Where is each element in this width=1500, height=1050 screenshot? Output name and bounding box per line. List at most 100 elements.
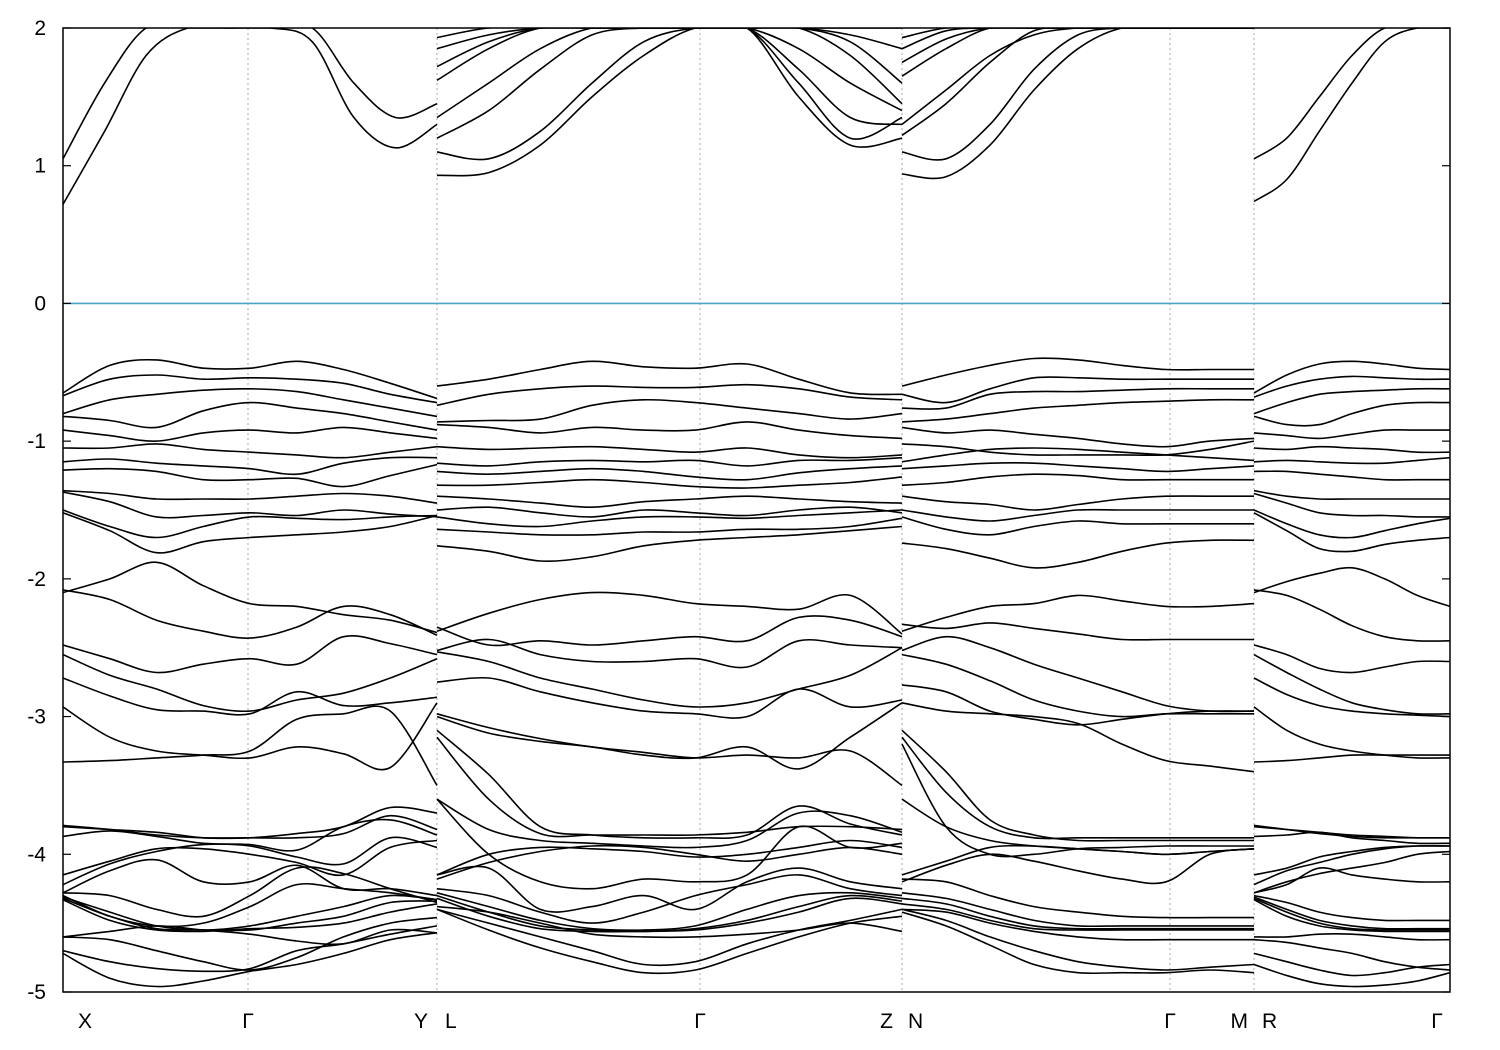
- band-line-valence-1-18: [63, 702, 438, 771]
- band-line-conduction-2-5: [436, 28, 903, 119]
- band-line-valence-3-13: [901, 539, 1255, 569]
- band-line-valence-3-9: [901, 473, 1254, 486]
- band-line-conduction-2-8: [436, 28, 903, 177]
- band-line-valence-4-31: [1253, 933, 1450, 941]
- band-line-valence-3-18: [901, 684, 1255, 726]
- band-line-valence-3-6: [901, 440, 1255, 457]
- band-line-valence-3-30: [901, 908, 1254, 941]
- band-line-valence-4-16: [1253, 653, 1450, 715]
- band-line-valence-2-8: [436, 476, 903, 489]
- band-line-valence-4-7: [1253, 456, 1450, 465]
- band-line-valence-3-4: [901, 398, 1255, 423]
- band-line-conduction-3-4: [901, 28, 1254, 77]
- band-line-valence-2-24: [436, 798, 903, 890]
- band-line-valence-2-10: [436, 506, 903, 518]
- band-line-conduction-3-3: [901, 28, 1254, 64]
- band-line-valence-4-1: [1253, 360, 1450, 394]
- band-line-conduction-1-1: [63, 28, 438, 160]
- band-line-valence-1-31: [63, 925, 438, 946]
- band-line-valence-3-5: [901, 426, 1255, 448]
- band-line-valence-4-18: [1253, 706, 1450, 759]
- band-line-valence-1-4: [63, 401, 438, 431]
- band-line-valence-1-9: [63, 489, 438, 504]
- band-line-valence-1-2: [63, 374, 438, 404]
- band-line-conduction-3-8: [901, 28, 1254, 180]
- band-line-valence-2-26: [436, 844, 903, 880]
- band-line-valence-3-1: [901, 357, 1254, 387]
- band-line-valence-4-29: [1253, 897, 1450, 931]
- band-line-valence-2-34: [436, 908, 903, 975]
- band-line-valence-4-22: [1253, 831, 1450, 845]
- band-line-valence-4-4: [1253, 401, 1450, 427]
- band-line-valence-3-24: [901, 844, 1255, 876]
- band-line-conduction-1-2: [63, 28, 438, 205]
- band-line-valence-2-17: [436, 646, 903, 708]
- band-line-valence-3-26: [901, 878, 1254, 919]
- band-line-valence-4-5: [1253, 428, 1450, 440]
- band-line-conduction-3-7: [901, 28, 1254, 161]
- band-line-valence-4-26: [1253, 867, 1450, 894]
- band-line-valence-2-22: [436, 729, 903, 839]
- band-line-valence-1-16: [63, 653, 438, 713]
- y-tick-label: -5: [27, 981, 46, 1004]
- band-line-valence-4-3: [1253, 387, 1450, 415]
- x-tick-label: L: [445, 1010, 457, 1033]
- band-line-valence-2-13: [436, 525, 903, 562]
- band-line-valence-3-21: [901, 729, 1254, 842]
- band-line-valence-1-23: [63, 839, 438, 877]
- band-line-valence-4-28: [1253, 896, 1450, 930]
- y-tick-label: -3: [27, 706, 46, 729]
- band-line-valence-2-23: [436, 798, 903, 849]
- band-line-valence-3-19: [901, 702, 1255, 773]
- band-line-valence-4-33: [1253, 952, 1450, 977]
- band-line-valence-2-6: [436, 456, 903, 467]
- band-line-valence-2-33: [436, 908, 903, 967]
- band-line-valence-1-19: [63, 705, 438, 786]
- x-tick-label: N: [908, 1010, 923, 1033]
- band-line-valence-4-2: [1253, 375, 1450, 398]
- band-line-valence-3-15: [901, 622, 1254, 641]
- band-line-valence-1-13: [63, 561, 438, 634]
- band-line-valence-3-2: [901, 376, 1254, 404]
- band-line-valence-3-28: [901, 897, 1254, 930]
- band-line-valence-1-6: [63, 443, 438, 459]
- band-line-valence-4-9: [1253, 489, 1450, 500]
- band-line-valence-4-19: [1253, 754, 1450, 763]
- band-line-valence-1-11: [63, 509, 438, 539]
- x-tick-label: Y: [414, 1010, 428, 1033]
- band-line-valence-3-27: [901, 892, 1254, 928]
- band-line-valence-2-20: [436, 713, 903, 787]
- band-line-conduction-3-6: [901, 28, 1254, 137]
- band-line-valence-1-1: [63, 358, 438, 400]
- frame-layer: [62, 27, 1451, 993]
- x-tick-label: Γ: [694, 1010, 706, 1033]
- plot-frame: [62, 27, 1451, 993]
- band-line-valence-4-11: [1253, 509, 1450, 539]
- band-line-valence-2-29: [436, 891, 903, 932]
- y-tick-label: -4: [27, 843, 46, 866]
- band-line-valence-3-14: [901, 594, 1255, 632]
- band-line-valence-4-12: [1253, 512, 1450, 553]
- band-line-valence-1-8: [63, 463, 438, 488]
- band-line-valence-4-21: [1253, 824, 1450, 839]
- band-line-valence-1-14: [63, 589, 438, 639]
- band-line-valence-4-8: [1253, 470, 1450, 481]
- band-line-valence-1-20: [63, 806, 438, 840]
- y-tick-label: 2: [34, 17, 46, 40]
- band-line-valence-1-32: [63, 916, 438, 971]
- band-line-valence-4-6: [1253, 445, 1450, 454]
- band-line-valence-1-12: [63, 512, 438, 554]
- band-line-valence-2-14: [436, 591, 903, 635]
- band-line-valence-3-7: [901, 447, 1255, 463]
- band-line-valence-2-31: [436, 897, 903, 933]
- band-line-valence-4-34: [1253, 963, 1450, 988]
- band-line-valence-3-17: [901, 653, 1254, 718]
- band-line-valence-2-11: [436, 509, 903, 528]
- band-line-valence-4-17: [1253, 677, 1450, 718]
- band-line-valence-1-25: [63, 858, 438, 897]
- x-tick-label: Γ: [242, 1010, 254, 1033]
- band-line-valence-2-28: [436, 874, 903, 924]
- band-line-conduction-2-6: [436, 28, 903, 139]
- band-line-valence-3-16: [901, 635, 1255, 713]
- x-tick-label: Γ: [1431, 1010, 1443, 1033]
